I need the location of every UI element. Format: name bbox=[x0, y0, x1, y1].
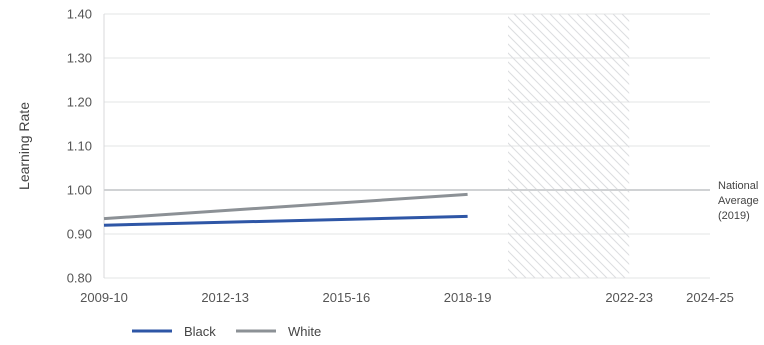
series-line-white bbox=[103, 192, 468, 221]
hatch-line bbox=[508, 205, 581, 278]
hatch-line bbox=[508, 88, 630, 211]
x-tick-label: 2012-13 bbox=[201, 290, 249, 305]
x-tick-labels: 2009-10 2012-13 2015-16 2018-19 2022-23 2024-… bbox=[80, 290, 734, 305]
hatch-line bbox=[508, 16, 630, 139]
hatch-lines bbox=[508, 14, 630, 278]
x-tick-label: 2022-23 bbox=[605, 290, 653, 305]
reference-line-annotation: National Average (2019) bbox=[718, 180, 759, 222]
hatch-line bbox=[508, 160, 626, 278]
y-tick-label: 0.80 bbox=[67, 271, 92, 286]
y-tick-label: 1.40 bbox=[67, 7, 92, 22]
legend-label-white: White bbox=[288, 324, 321, 339]
hatch-line bbox=[508, 133, 630, 256]
series-line-black bbox=[103, 214, 468, 227]
x-tick-label: 2024-25 bbox=[686, 290, 734, 305]
y-tick-label: 1.10 bbox=[67, 139, 92, 154]
hatch-line bbox=[508, 187, 599, 278]
hatch-line bbox=[508, 196, 590, 278]
hatch-line bbox=[558, 14, 630, 85]
hatch-line bbox=[522, 14, 630, 121]
hatch-line bbox=[508, 223, 563, 278]
hatch-line bbox=[567, 14, 630, 76]
y-tick-label: 1.20 bbox=[67, 95, 92, 110]
hatch-line bbox=[508, 151, 630, 274]
hatch-line bbox=[508, 79, 630, 202]
hatch-line bbox=[508, 169, 617, 278]
annotation-line: (2019) bbox=[718, 210, 750, 222]
hatch-line bbox=[508, 232, 554, 278]
hatch-line bbox=[576, 14, 630, 67]
y-tick-label: 1.30 bbox=[67, 51, 92, 66]
hatch-line bbox=[508, 61, 630, 184]
annotation-line: National bbox=[718, 180, 758, 192]
hatched-region bbox=[508, 14, 630, 278]
x-tick-label: 2018-19 bbox=[444, 290, 492, 305]
hatch-line bbox=[508, 97, 630, 220]
hatch-line bbox=[508, 52, 630, 175]
hatch-line bbox=[540, 14, 630, 103]
series-lines bbox=[103, 192, 468, 227]
legend: Black White bbox=[132, 324, 321, 339]
hatch-line bbox=[508, 178, 608, 278]
hatch-line bbox=[549, 14, 630, 94]
y-tick-label: 0.90 bbox=[67, 227, 92, 242]
hatch-line bbox=[508, 25, 630, 148]
y-tick-label: 1.00 bbox=[67, 183, 92, 198]
hatch-line bbox=[508, 34, 630, 157]
hatch-line bbox=[508, 106, 630, 229]
hatch-line bbox=[513, 14, 630, 130]
y-tick-labels: 0.80 0.90 1.00 1.10 1.20 1.30 1.40 bbox=[67, 7, 92, 286]
hatch-line bbox=[508, 214, 572, 278]
hatch-line bbox=[508, 115, 630, 238]
y-axis-label: Learning Rate bbox=[16, 102, 32, 190]
hatch-line bbox=[508, 142, 630, 265]
legend-label-black: Black bbox=[184, 324, 216, 339]
hatch-line bbox=[508, 70, 630, 193]
hatch-line bbox=[508, 124, 630, 247]
hatch-line bbox=[531, 14, 630, 112]
x-tick-label: 2015-16 bbox=[323, 290, 371, 305]
annotation-line: Average bbox=[718, 195, 759, 207]
hatch-line bbox=[508, 43, 630, 166]
x-tick-label: 2009-10 bbox=[80, 290, 128, 305]
